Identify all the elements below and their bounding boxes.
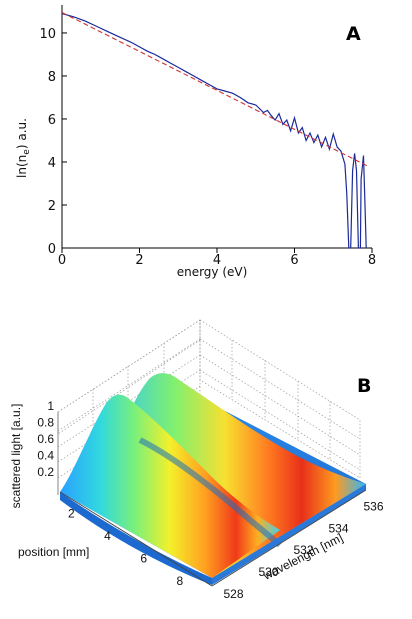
panel-b-y-tick-label: 528: [224, 587, 244, 601]
panel-a-y-axis-label-tail: ) a.u.: [15, 118, 29, 149]
panel-b-z-tick-label: 0.8: [37, 416, 54, 430]
panel-b-x-tick-label: 4: [104, 529, 111, 543]
panel-b-front-axes: [59, 489, 367, 587]
panel-b-y-tick-label: 536: [364, 500, 384, 514]
panel-a-y-tick-label: 10: [39, 27, 56, 42]
panel-b-x-ticks: 2 4 6 8: [68, 507, 184, 588]
panel-a-x-tick-label: 8: [368, 253, 376, 268]
panel-b-x-tick-label: 2: [68, 507, 75, 521]
panel-b-x-tick-label: 6: [140, 551, 147, 565]
panel-a-x-tick-label: 2: [135, 253, 143, 268]
panel-b-z-axis-label: scattered light [a.u.]: [9, 404, 23, 509]
panel-b-surface-chart: 0.2 0.4 0.6 0.8 1 2 4 6 8 528 530 532 534 536 scatt…: [9, 319, 384, 601]
panel-b-z-tick-label: 1: [47, 399, 54, 413]
panel-a-y-tick-label: 6: [48, 113, 56, 128]
panel-a-ticks: 0 2 4 6 8 0 2 4 6 8 10: [39, 27, 376, 268]
panel-a-y-axis-label-head: ln(n: [15, 155, 29, 178]
panel-a-x-tick-label: 6: [290, 253, 298, 268]
panel-a-x-axis-label: energy (eV): [177, 265, 248, 279]
panel-b-x-axis-label: position [mm]: [18, 545, 89, 559]
panel-a-y-tick-label: 2: [48, 199, 56, 214]
panel-b-front-flank: [60, 492, 212, 585]
panel-a-letter: A: [346, 23, 361, 45]
panel-b-z-tick-label: 0.4: [37, 449, 54, 463]
panel-b-y-tick-label: 532: [294, 543, 314, 557]
panel-b-letter: B: [357, 375, 371, 397]
panel-b-ridge-near: [60, 394, 280, 578]
panel-b-side-flank: [212, 484, 366, 585]
panel-a-y-tick-label: 4: [48, 156, 56, 171]
panel-b-y-tick-label: 530: [259, 565, 279, 579]
panel-a-y-tick-label: 8: [48, 70, 56, 85]
panel-b-x-tick-label: 8: [177, 574, 184, 588]
panel-a-x-tick-label: 4: [213, 253, 221, 268]
panel-a-y-axis-label-sub: e: [22, 149, 32, 155]
panel-b-z-ticks: 0.2 0.4 0.6 0.8 1: [37, 399, 54, 479]
panel-b-z-tick-label: 0.6: [37, 432, 54, 446]
panel-a-line-chart: 0 2 4 6 8 0 2 4 6 8 10 energy (eV) ln(ne) a.u. A: [15, 5, 376, 279]
panel-a-y-tick-label: 0: [48, 242, 56, 257]
panel-b-y-ticks: 528 530 532 534 536: [224, 500, 384, 601]
panel-b-surface: [60, 373, 366, 585]
panel-a-data-line: [61, 13, 367, 249]
panel-b-y-tick-label: 534: [329, 521, 349, 535]
panel-a-y-axis-label: ln(ne) a.u.: [15, 118, 32, 178]
panel-b-z-tick-label: 0.2: [37, 465, 54, 479]
panel-a-axes: [61, 5, 372, 249]
panel-a-x-tick-label: 0: [58, 253, 66, 268]
panel-a-series: [61, 12, 369, 249]
panel-b-ridge-seam: [138, 437, 282, 548]
panel-a-fit-line: [61, 12, 369, 167]
